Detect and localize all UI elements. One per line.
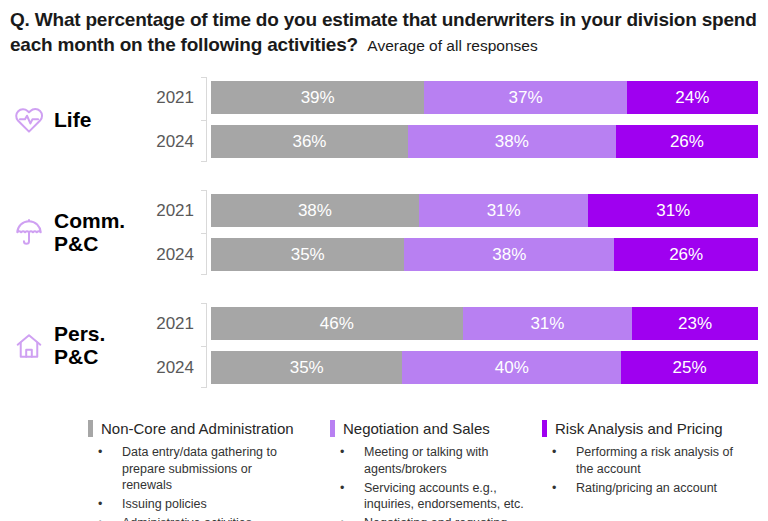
legend-bullet-list: •Performing a risk analysis of the accou…: [542, 444, 758, 496]
axis-line: [206, 303, 207, 388]
legend-title: Negotiation and Sales: [343, 420, 490, 437]
legend-header: Risk Analysis and Pricing: [542, 420, 758, 437]
subtitle-text: Average of all responses: [363, 37, 538, 54]
stacked-bar: 39% 37% 24%: [211, 81, 758, 114]
bar-segment-negotiation: 40%: [402, 351, 621, 384]
legend-bullet: •Rating/pricing an account: [552, 480, 758, 496]
stacked-bar: 35% 38% 26%: [211, 238, 758, 271]
bar-row: 2021 39% 37% 24%: [142, 81, 758, 114]
axis-line: [206, 190, 207, 275]
year-label: 2021: [142, 201, 194, 221]
stacked-bar: 38% 31% 31%: [211, 194, 758, 227]
legend-marker-negotiation: [330, 420, 335, 437]
legend-col-noncore: Non-Core and Administration •Data entry/…: [88, 420, 330, 521]
group-bars: 2021 46% 31% 23% 2024 35% 40% 25%: [142, 307, 758, 384]
stacked-bar: 35% 40% 25%: [211, 351, 758, 384]
legend-marker-noncore: [88, 420, 93, 437]
group-label-area: Comm. P&C: [10, 210, 142, 255]
legend-header: Non-Core and Administration: [88, 420, 330, 437]
bar-segment-risk: 23%: [632, 307, 758, 340]
group-label: Comm. P&C: [54, 210, 142, 255]
bar-segment-noncore: 39%: [211, 81, 424, 114]
bar-segment-risk: 25%: [621, 351, 758, 384]
chart-group-pers-pc: Pers. P&C 2021 46% 31% 23% 2024 35% 40% …: [10, 307, 758, 384]
page-title: Q. What percentage of time do you estima…: [10, 8, 758, 57]
bar-row: 2024 36% 38% 26%: [142, 125, 758, 158]
bar-segment-negotiation: 38%: [404, 238, 614, 271]
bar-row: 2024 35% 38% 26%: [142, 238, 758, 271]
group-label-area: Life: [10, 103, 142, 137]
legend-title: Non-Core and Administration: [101, 420, 294, 437]
group-label-area: Pers. P&C: [10, 323, 142, 368]
legend-title: Risk Analysis and Pricing: [555, 420, 723, 437]
heart-pulse-icon: [13, 103, 45, 137]
legend-bullet: •Negotiating and requoting: [340, 515, 542, 521]
legend-bullet: •Issuing policies: [98, 496, 330, 512]
chart-group-life: Life 2021 39% 37% 24% 2024 36% 38% 26%: [10, 81, 758, 158]
axis-line: [206, 77, 207, 162]
bar-row: 2024 35% 40% 25%: [142, 351, 758, 384]
year-label: 2021: [142, 314, 194, 334]
legend-bullet-list: •Data entry/data gathering to prepare su…: [88, 444, 330, 521]
year-label: 2024: [142, 358, 194, 378]
bar-segment-risk: 24%: [627, 81, 758, 114]
umbrella-icon: [13, 216, 45, 250]
chart-group-comm-pc: Comm. P&C 2021 38% 31% 31% 2024 35% 38% …: [10, 194, 758, 271]
bar-segment-negotiation: 31%: [463, 307, 633, 340]
legend: Non-Core and Administration •Data entry/…: [88, 420, 758, 521]
group-bars: 2021 38% 31% 31% 2024 35% 38% 26%: [142, 194, 758, 271]
year-label: 2024: [142, 245, 194, 265]
group-label: Pers. P&C: [54, 323, 142, 368]
house-icon: [13, 329, 45, 363]
bar-segment-noncore: 36%: [211, 125, 408, 158]
stacked-bar: 36% 38% 26%: [211, 125, 758, 158]
bar-segment-negotiation: 38%: [408, 125, 616, 158]
bar-segment-noncore: 35%: [211, 238, 404, 271]
bar-segment-risk: 26%: [614, 238, 758, 271]
bar-segment-noncore: 38%: [211, 194, 419, 227]
legend-marker-risk: [542, 420, 547, 437]
bar-segment-risk: 26%: [616, 125, 758, 158]
legend-bullet-list: •Meeting or talking with agents/brokers …: [330, 444, 542, 521]
legend-header: Negotiation and Sales: [330, 420, 542, 437]
report-page: Q. What percentage of time do you estima…: [0, 0, 768, 521]
bar-row: 2021 46% 31% 23%: [142, 307, 758, 340]
legend-bullet: •Servicing accounts e.g., inquiries, end…: [340, 480, 542, 513]
legend-bullet: •Administrative activities: [98, 515, 330, 521]
group-bars: 2021 39% 37% 24% 2024 36% 38% 26%: [142, 81, 758, 158]
stacked-bar: 46% 31% 23%: [211, 307, 758, 340]
legend-col-negotiation: Negotiation and Sales •Meeting or talkin…: [330, 420, 542, 521]
legend-bullet: •Performing a risk analysis of the accou…: [552, 444, 758, 477]
bar-row: 2021 38% 31% 31%: [142, 194, 758, 227]
bar-segment-risk: 31%: [588, 194, 758, 227]
bar-segment-negotiation: 37%: [424, 81, 626, 114]
group-label: Life: [54, 109, 91, 132]
legend-col-risk: Risk Analysis and Pricing •Performing a …: [542, 420, 758, 521]
bar-segment-noncore: 35%: [211, 351, 402, 384]
legend-bullet: •Meeting or talking with agents/brokers: [340, 444, 542, 477]
year-label: 2024: [142, 132, 194, 152]
bar-segment-negotiation: 31%: [419, 194, 589, 227]
bar-segment-noncore: 46%: [211, 307, 463, 340]
year-label: 2021: [142, 88, 194, 108]
legend-bullet: •Data entry/data gathering to prepare su…: [98, 444, 330, 493]
